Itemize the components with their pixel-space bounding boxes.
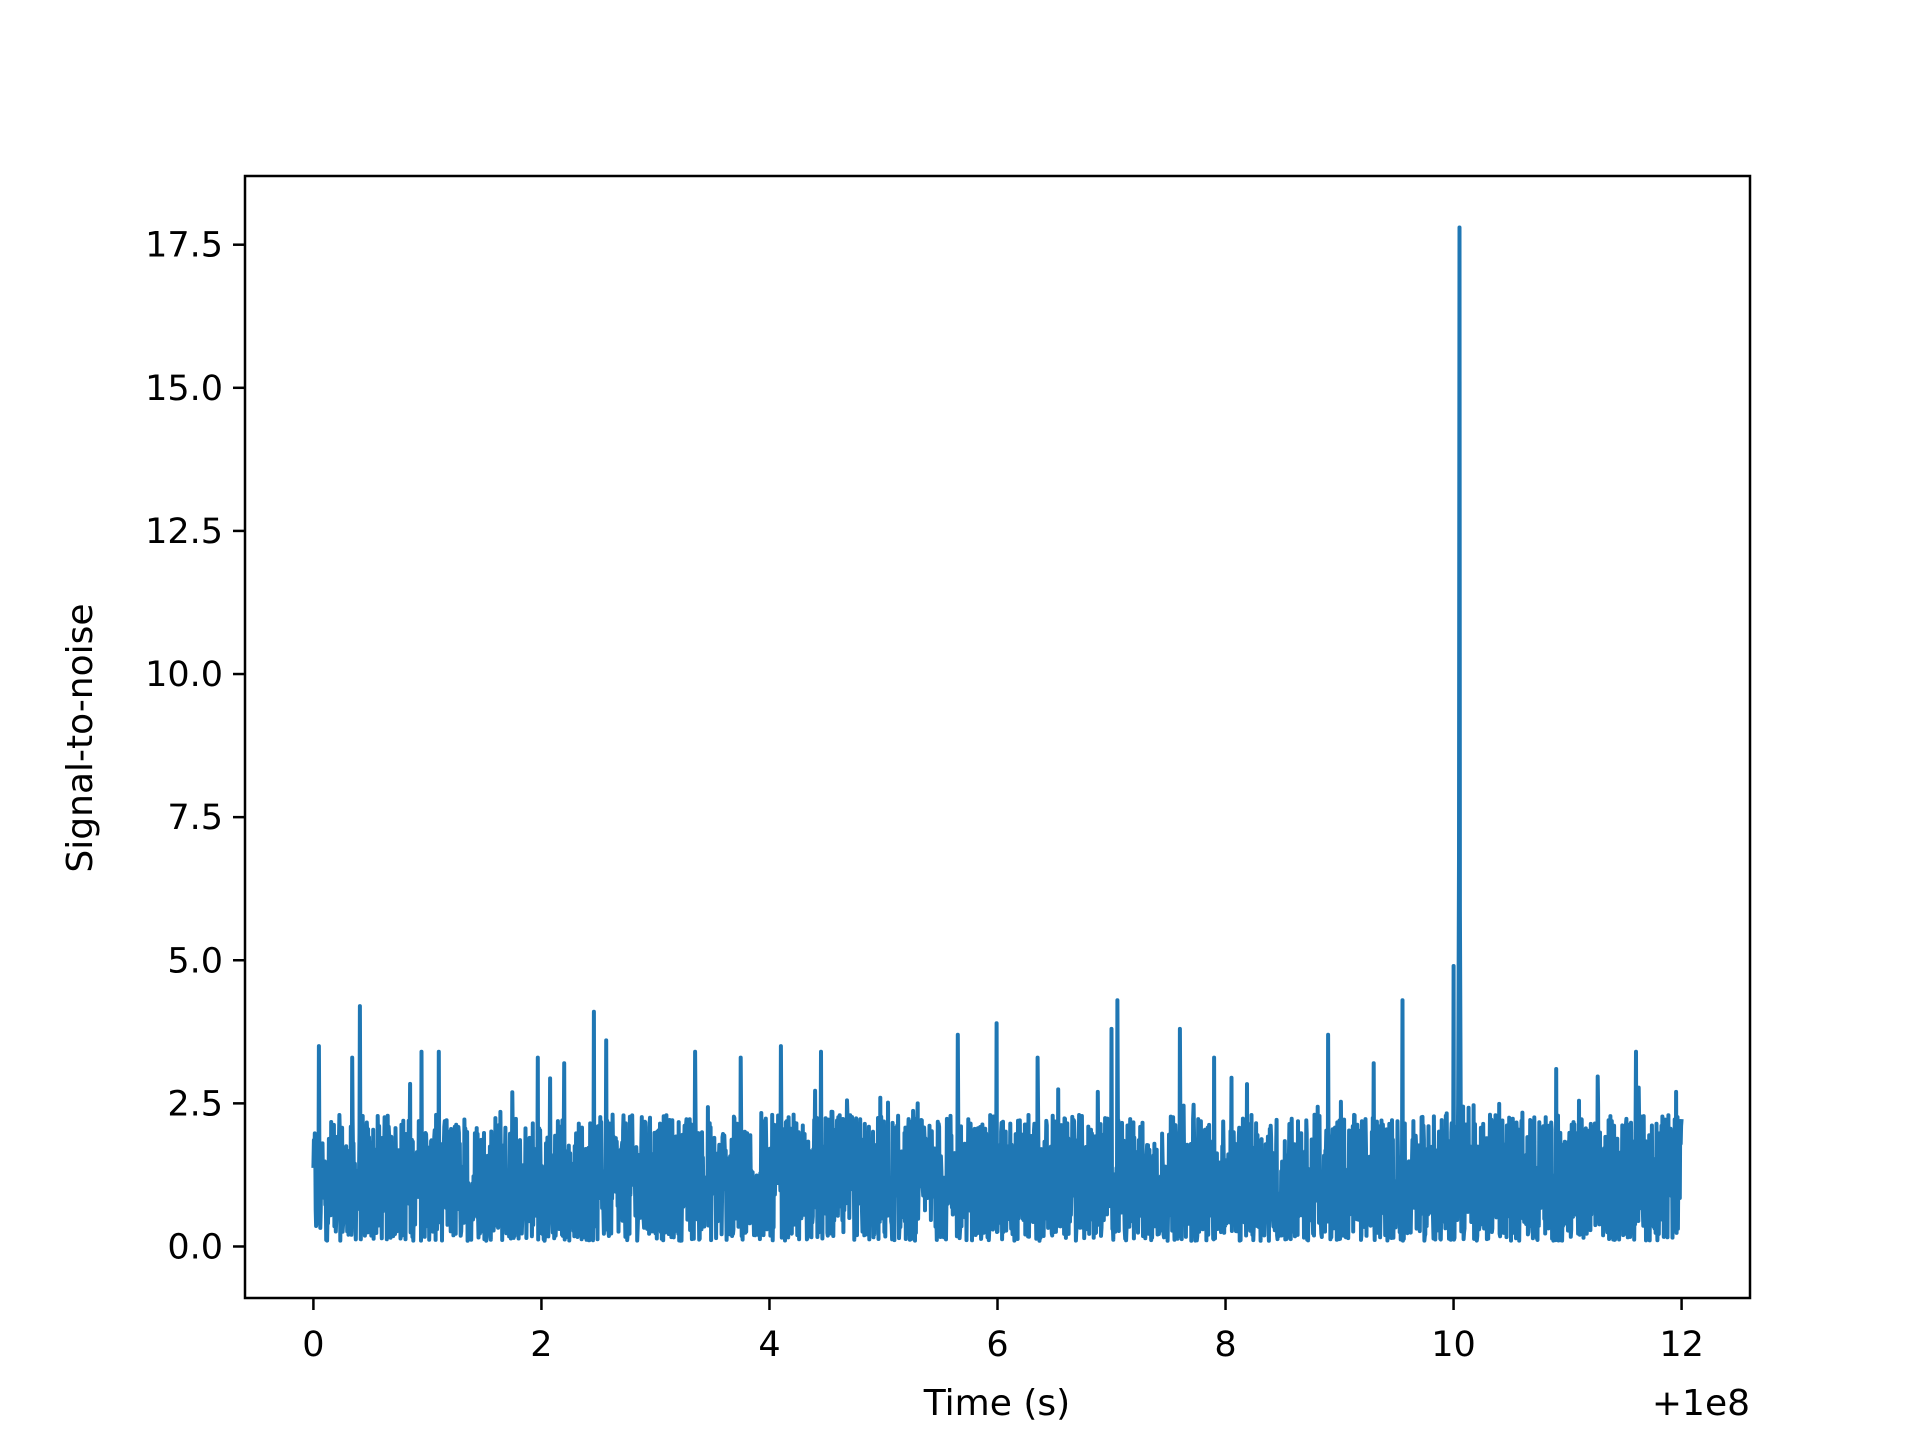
x-tick-label: 8 bbox=[1214, 1325, 1236, 1365]
series-layer bbox=[311, 225, 1684, 1243]
y-tick-label: 17.5 bbox=[145, 226, 223, 266]
x-tick-label: 10 bbox=[1431, 1325, 1476, 1365]
snr-series-line bbox=[311, 225, 1684, 1243]
y-tick-label: 10.0 bbox=[145, 655, 223, 695]
x-tick-label: 4 bbox=[758, 1325, 780, 1365]
x-tick-label: 12 bbox=[1659, 1325, 1704, 1365]
y-tick-label: 7.5 bbox=[167, 798, 223, 838]
y-tick-label: 5.0 bbox=[167, 941, 223, 981]
y-axis-label: Signal-to-noise bbox=[60, 603, 101, 872]
x-axis: 0 2 4 6 8 10 12 bbox=[302, 1298, 1704, 1365]
y-axis: 0.0 2.5 5.0 7.5 10.0 12.5 15.0 17.5 bbox=[145, 226, 245, 1267]
y-tick-label: 15.0 bbox=[145, 369, 223, 409]
x-axis-offset-label: +1e8 bbox=[1652, 1383, 1750, 1424]
y-tick-label: 0.0 bbox=[167, 1227, 223, 1267]
x-tick-label: 6 bbox=[986, 1325, 1008, 1365]
x-tick-label: 0 bbox=[302, 1325, 324, 1365]
y-tick-label: 2.5 bbox=[167, 1084, 223, 1124]
axes-frame bbox=[243, 174, 1752, 1300]
x-axis-label: Time (s) bbox=[923, 1383, 1070, 1424]
x-tick-label: 2 bbox=[530, 1325, 552, 1365]
y-tick-label: 12.5 bbox=[145, 512, 223, 552]
